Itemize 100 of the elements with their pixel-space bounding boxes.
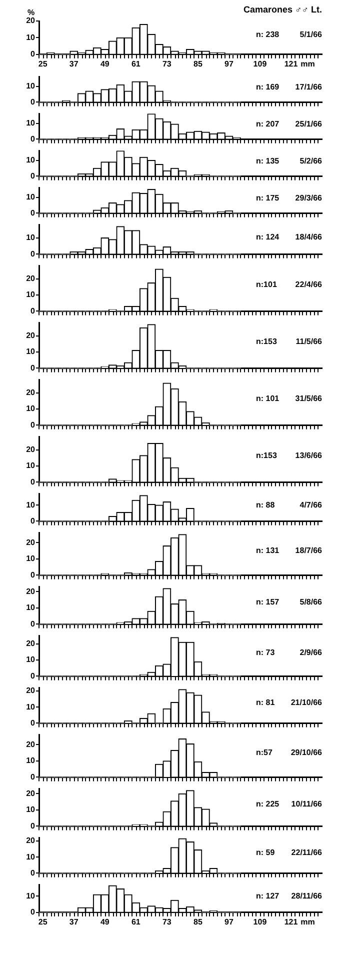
annotation: n: 169 [256, 82, 280, 92]
y-tick-label: 10 [26, 290, 36, 300]
y-tick-label: 20 [26, 586, 36, 596]
annotation: 18/7/66 [295, 546, 323, 555]
y-tick-label: 10 [26, 347, 36, 356]
y-tick-label: 0 [30, 516, 36, 526]
annotation: 29/10/66 [290, 748, 323, 757]
annotation: n: 207 [256, 120, 280, 129]
annotation: n:153 [256, 337, 278, 346]
x-axis-title: mm [300, 60, 315, 69]
y-tick-label: 0 [30, 477, 36, 486]
x-tick-label: 25 [38, 917, 48, 926]
y-tick-label: 10 [26, 655, 36, 664]
x-tick-label: 73 [162, 917, 172, 926]
y-tick-label: 0 [30, 249, 36, 258]
x-tick-label: 109 [253, 917, 268, 926]
y-tick-label: 10 [26, 554, 36, 564]
y-tick-label: 20 [26, 788, 36, 798]
annotation: n: 101 [256, 394, 280, 404]
y-tick-label: 10 [26, 805, 36, 814]
annotation: 2/9/66 [300, 648, 323, 657]
annotation: 10/11/66 [291, 800, 323, 809]
annotation: n: 124 [256, 232, 280, 242]
annotation: 29/3/66 [295, 194, 323, 203]
y-tick-label: 20 [26, 388, 36, 397]
chart-title: Camarones ♂♂ Lt. [243, 4, 322, 14]
y-tick-label: 0 [30, 171, 36, 180]
x-tick-label: 61 [131, 59, 141, 68]
annotation: 5/1/66 [300, 30, 323, 40]
y-tick-label: 0 [30, 908, 36, 917]
x-tick-label: 49 [100, 59, 110, 68]
y-tick-label: 0 [30, 570, 36, 580]
x-tick-label: 61 [131, 917, 141, 926]
annotation: n:57 [256, 748, 273, 757]
annotation: n: 135 [256, 156, 280, 166]
y-tick-label: 0 [30, 420, 36, 430]
annotation: n: 88 [256, 500, 276, 510]
y-tick-label: 10 [26, 891, 36, 900]
x-tick-label: 85 [193, 59, 203, 68]
annotation: n: 127 [256, 892, 280, 901]
annotation: n: 131 [256, 546, 280, 555]
y-tick-label: 10 [26, 32, 36, 42]
y-tick-label: 10 [26, 756, 36, 766]
x-tick-label: 109 [253, 59, 268, 68]
annotation: 5/8/66 [300, 598, 323, 607]
x-tick-label: 49 [100, 917, 110, 926]
y-tick-label: 0 [30, 50, 36, 59]
annotation: 17/1/66 [295, 82, 323, 92]
y-tick-label: 0 [30, 208, 36, 218]
annotation: 21/10/66 [290, 698, 323, 707]
annotation: n: 81 [256, 698, 276, 707]
y-tick-label: 10 [26, 500, 36, 510]
annotation: n: 175 [256, 194, 280, 203]
y-tick-label: 20 [26, 274, 36, 283]
x-tick-label: 121 [284, 59, 298, 68]
y-tick-label: 20 [26, 16, 36, 26]
y-tick-label: 0 [30, 718, 36, 728]
y-tick-label: 20 [26, 444, 36, 454]
annotation: 28/11/66 [291, 892, 323, 901]
y-tick-label: 10 [26, 603, 36, 612]
y-tick-label: 0 [30, 619, 36, 628]
y-tick-label: 10 [26, 82, 36, 91]
x-tick-label: 25 [38, 59, 48, 68]
y-tick-label: 10 [26, 192, 36, 202]
annotation: n: 225 [256, 800, 280, 809]
annotation: 18/4/66 [295, 232, 323, 242]
x-tick-label: 97 [224, 59, 234, 68]
y-tick-label: 10 [26, 461, 36, 470]
x-tick-label: 37 [69, 917, 79, 926]
y-tick-label: 0 [30, 134, 36, 144]
annotation: 22/4/66 [295, 280, 323, 290]
annotation: 22/11/66 [291, 848, 323, 857]
y-tick-label: 0 [30, 821, 36, 830]
x-tick-label: 37 [69, 59, 79, 68]
y-tick-label: 10 [26, 852, 36, 862]
y-tick-label: 10 [26, 233, 36, 242]
y-tick-label: 10 [26, 404, 36, 414]
annotation: n:101 [256, 280, 278, 290]
annotation: n:153 [256, 451, 278, 460]
annotation: n: 238 [256, 30, 280, 40]
y-tick-label: 20 [26, 639, 36, 648]
x-tick-label: 97 [224, 917, 234, 926]
y-tick-label: 20 [26, 686, 36, 696]
y-tick-label: 0 [30, 868, 36, 878]
annotation: 13/6/66 [295, 451, 323, 460]
annotation: 31/5/66 [295, 394, 323, 404]
y-tick-label: 0 [30, 97, 36, 106]
annotation: 11/5/66 [296, 337, 323, 346]
x-tick-label: 85 [193, 917, 203, 926]
y-tick-label: 20 [26, 836, 36, 846]
y-axis-title: % [27, 8, 35, 18]
y-tick-label: 20 [26, 740, 36, 749]
x-tick-label: 121 [284, 917, 298, 926]
y-tick-label: 10 [26, 118, 36, 128]
annotation: n: 59 [256, 848, 276, 857]
annotation: 5/2/66 [300, 156, 323, 166]
annotation: 25/1/66 [295, 120, 323, 129]
y-tick-label: 0 [30, 363, 36, 372]
y-tick-label: 0 [30, 772, 36, 782]
y-tick-label: 10 [26, 156, 36, 165]
